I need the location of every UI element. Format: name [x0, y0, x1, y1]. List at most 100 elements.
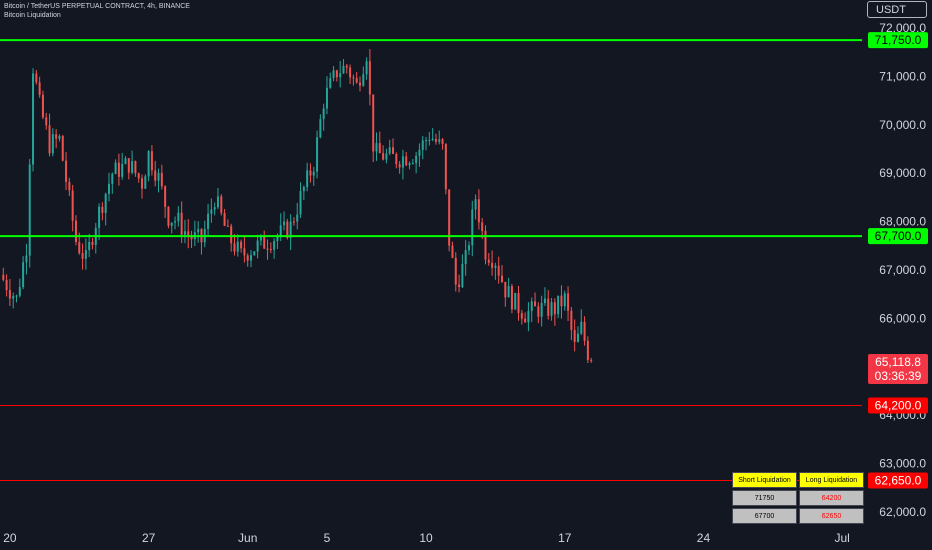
candle-body: [524, 318, 527, 323]
candle-body: [461, 264, 464, 287]
candle-body: [144, 176, 147, 189]
candle-body: [107, 183, 110, 194]
candle-body: [477, 199, 480, 223]
candle-body: [454, 257, 457, 285]
candle-body: [187, 231, 190, 238]
candle-body: [207, 213, 210, 229]
candle-body: [398, 164, 401, 168]
candle-body: [392, 147, 395, 154]
candle-body: [88, 242, 91, 251]
price-label-text: 62,650.0: [875, 474, 922, 488]
candle-body: [74, 220, 77, 243]
candle-body: [150, 151, 153, 171]
candle-body: [266, 248, 269, 250]
candle-body: [494, 265, 497, 268]
candle-body: [434, 138, 437, 142]
candle-body: [283, 221, 286, 226]
candle-body: [507, 286, 510, 298]
time-tick-label: 24: [697, 531, 711, 545]
candle-body: [339, 73, 342, 78]
candle-body: [177, 212, 180, 222]
time-axis[interactable]: 20 27 Jun 5 10 17 24 Jul: [3, 531, 850, 545]
candle-body: [316, 137, 319, 172]
candle-body: [84, 250, 87, 259]
candle-body: [534, 301, 537, 307]
long-liquidation-value: 64200: [799, 490, 864, 506]
countdown-text: 03:36:39: [875, 369, 922, 383]
short-liquidation-value: 67700: [732, 508, 797, 524]
candle-body: [467, 245, 470, 251]
candle-body: [22, 262, 25, 288]
candle-body: [5, 279, 8, 291]
price-tick-label: 70,000.0: [879, 118, 926, 132]
candle-body: [250, 255, 253, 261]
candle-body: [349, 67, 352, 78]
candle-body: [497, 265, 500, 276]
candle-body: [71, 190, 74, 221]
candle-body: [183, 231, 186, 235]
candle-body: [299, 191, 302, 215]
candle-body: [560, 295, 563, 307]
candle-body: [586, 340, 589, 360]
liquidation-lines[interactable]: [0, 39, 862, 482]
candle-body: [378, 143, 381, 154]
time-tick-label: 17: [558, 531, 572, 545]
candle-body: [236, 241, 239, 252]
candle-body: [448, 189, 451, 246]
short-liquidation-value: 71750: [732, 490, 797, 506]
candle-body: [38, 82, 41, 95]
candle-body: [263, 235, 266, 249]
candle-body: [170, 222, 173, 226]
candle-body: [491, 262, 494, 268]
candle-body: [210, 209, 213, 214]
candle-body: [395, 153, 398, 165]
candle-body: [441, 139, 444, 145]
candle-body: [418, 149, 421, 156]
price-axis[interactable]: 72,000.0 71,000.0 70,000.0 69,000.0 68,000.0…: [862, 0, 932, 550]
liquidation-table: Short Liquidation Long Liquidation 71750…: [730, 470, 866, 526]
candle-body: [411, 163, 414, 165]
price-tick-label: 62,000.0: [879, 505, 926, 519]
time-tick-label: 20: [3, 531, 17, 545]
candle-body: [530, 301, 533, 311]
candle-body: [28, 164, 31, 256]
candle-body: [223, 212, 226, 226]
candle-body: [514, 293, 517, 310]
candle-body: [2, 274, 5, 280]
candle-body: [312, 171, 315, 176]
candle-body: [590, 359, 593, 362]
candle-body: [520, 313, 523, 319]
candle-body: [553, 302, 556, 315]
candle-body: [12, 296, 15, 299]
candle-body: [117, 162, 120, 177]
candle-body: [190, 237, 193, 240]
candle-body: [114, 162, 117, 174]
candle-body: [131, 161, 134, 173]
candle-body: [296, 214, 299, 222]
price-tick-label: 72,000.0: [879, 21, 926, 35]
candle-body: [15, 295, 18, 297]
currency-button[interactable]: USDT: [867, 1, 927, 18]
candle-body: [557, 295, 560, 315]
candle-body: [174, 221, 177, 223]
price-label-text: 67,700.0: [875, 229, 922, 243]
price-label-box: [868, 397, 928, 414]
candle-body: [137, 173, 140, 179]
candle-body: [154, 170, 157, 181]
candle-body: [269, 249, 272, 251]
candle-body: [134, 161, 137, 174]
indicator-title[interactable]: Bitcoin Liquidation: [4, 12, 61, 19]
candle-body: [537, 306, 540, 317]
candle-body: [58, 135, 61, 139]
candle-body: [230, 226, 233, 244]
price-tick-label: 67,000.0: [879, 263, 926, 277]
time-tick-label: Jun: [238, 531, 257, 545]
candle-body: [65, 160, 68, 182]
candle-body: [540, 303, 543, 317]
candle-body: [121, 163, 124, 177]
candle-body: [362, 74, 365, 86]
price-labels: 71,750.0 67,700.0 64,200.0 62,650.0 65,118.8…: [868, 32, 928, 489]
candle-body: [372, 94, 375, 152]
candle-body: [580, 321, 583, 334]
